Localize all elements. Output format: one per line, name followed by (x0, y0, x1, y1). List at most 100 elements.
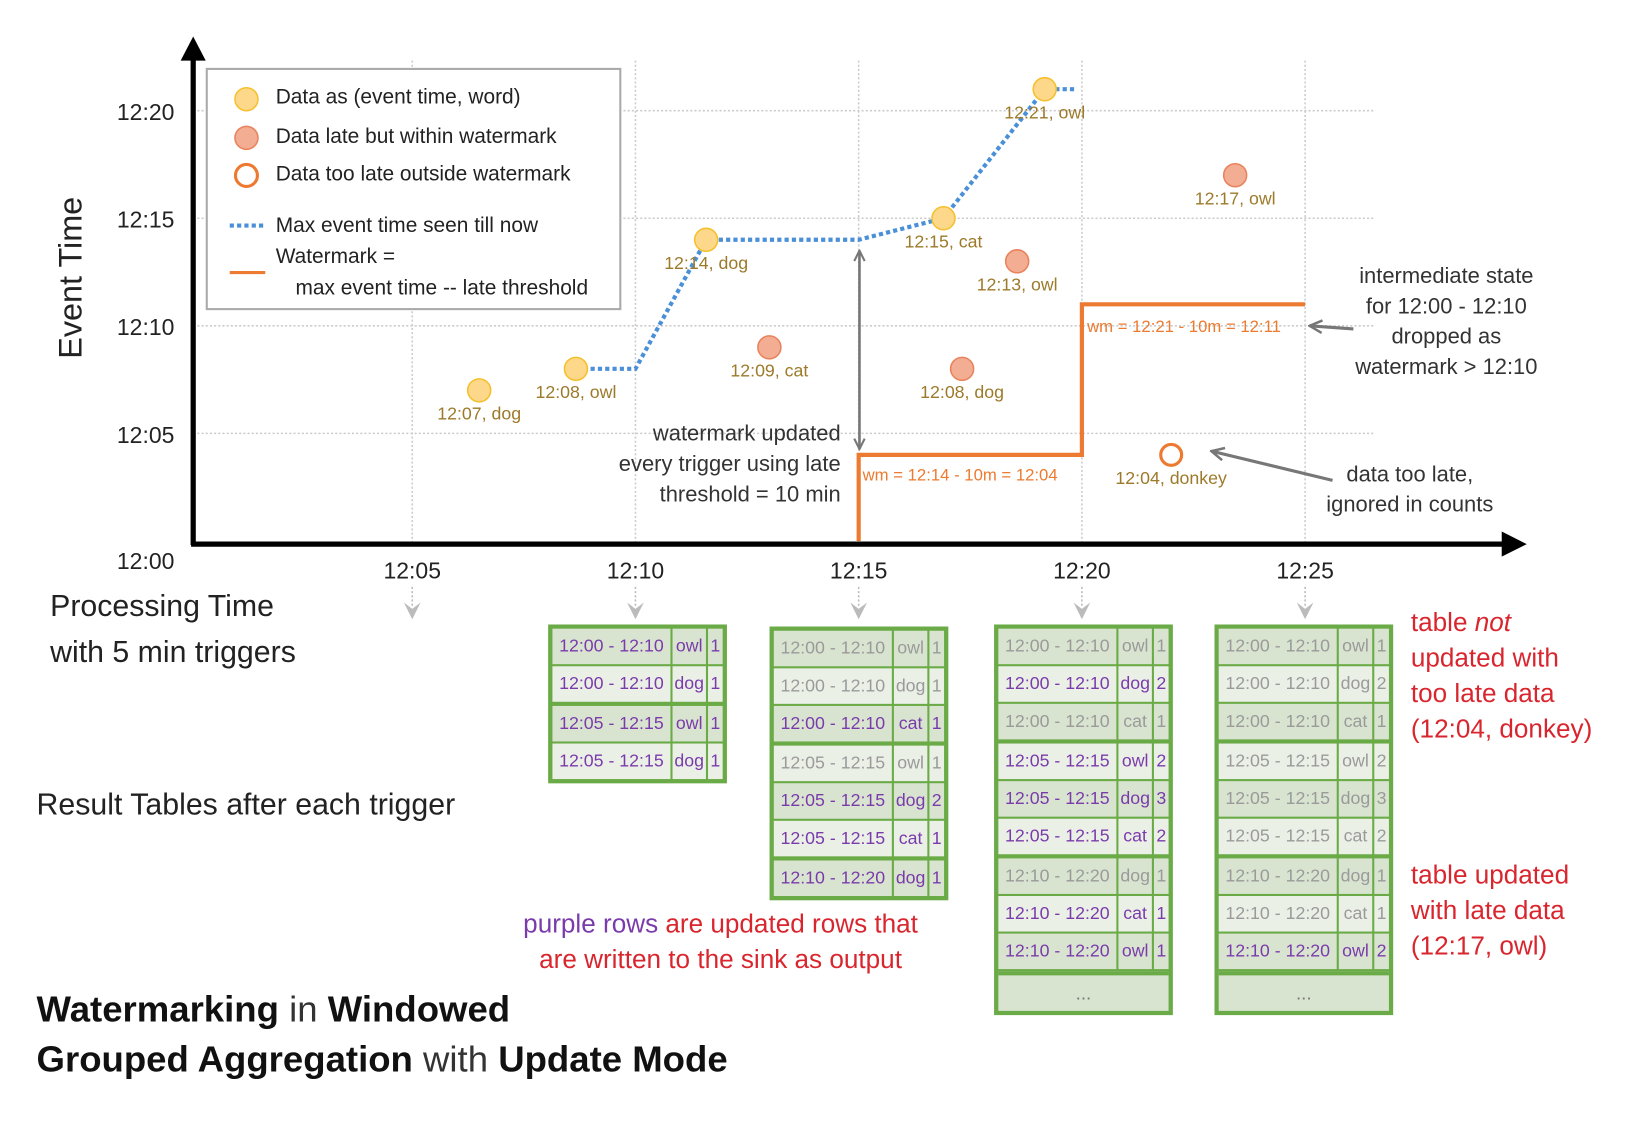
cell-count: 1 (708, 628, 723, 665)
cell-count: 1 (1374, 703, 1389, 740)
legend-too-late: Data too late outside watermark (275, 162, 571, 186)
table-row: 12:00 - 12:10 owl 1 (1218, 628, 1389, 665)
table-row-updated: 12:10 - 12:20 cat 1 (998, 896, 1169, 932)
cell-word: owl (1338, 933, 1373, 970)
note-text: are written to the sink as output (539, 945, 902, 975)
cell-window: 12:00 - 12:10 (773, 630, 892, 667)
cell-window: 12:05 - 12:15 (773, 783, 892, 819)
legend-late-within-icon (234, 125, 259, 151)
cell-window: 12:05 - 12:15 (552, 705, 671, 742)
cell-count: 1 (1153, 896, 1169, 932)
table-row: 12:05 - 12:15 cat 2 (1218, 818, 1389, 855)
title-segment: with (412, 1039, 499, 1080)
cell-word: cat (1338, 703, 1373, 740)
note-text: updated with (1410, 643, 1559, 673)
cell-count: 1 (1153, 703, 1169, 740)
table-row-updated: 12:10 - 12:20 dog 1 (773, 858, 945, 897)
cell-word: cat (893, 820, 928, 857)
title-segment: Windowed (327, 988, 511, 1030)
data-point-on-time (693, 227, 719, 253)
cell-word: owl (1118, 628, 1152, 665)
table-row-updated: 12:10 - 12:20 owl 2 (1218, 933, 1389, 970)
y-axis-label: Event Time (52, 196, 89, 359)
cell-window: 12:05 - 12:15 (998, 818, 1117, 855)
data-point-label: 12:17, owl (1195, 188, 1276, 208)
result-table-1210: 12:00 - 12:10 owl 1 12:00 - 12:10 dog 1 12:05 … (548, 624, 727, 784)
cell-window: 12:10 - 12:20 (998, 933, 1117, 970)
table-row: 12:10 - 12:20 cat 1 (1218, 896, 1389, 932)
cell-count: 2 (1153, 743, 1169, 780)
cell-count: 3 (1374, 781, 1389, 817)
cell-word: owl (1118, 743, 1152, 780)
data-point-label: 12:04, donkey (1115, 468, 1227, 488)
cell-word: dog (893, 783, 928, 819)
cell-window: 12:10 - 12:20 (1218, 896, 1337, 932)
cell-word: owl (672, 628, 706, 665)
annotation-line: intermediate state (1359, 264, 1534, 289)
legend-watermark-line: Watermark = (275, 245, 396, 269)
cell-word: dog (893, 668, 928, 704)
cell-word: dog (1338, 781, 1373, 817)
cell-word: owl (1338, 628, 1373, 665)
cell-window: 12:00 - 12:10 (773, 668, 892, 704)
cell-window: 12:00 - 12:10 (998, 666, 1117, 702)
table-row-updated: 12:10 - 12:20 owl 1 (998, 933, 1169, 970)
cell-word: cat (1338, 896, 1373, 932)
table-row-updated: 12:00 - 12:10 cat 1 (773, 705, 945, 742)
cell-window: 12:00 - 12:10 (552, 628, 671, 665)
result-table-1225: 12:00 - 12:10 owl 1 12:00 - 12:10 dog 2 12:00 … (1214, 624, 1394, 1016)
diagram-title: Watermarking in Windowed Grouped Aggrega… (37, 985, 728, 1085)
cell-word: owl (1338, 743, 1373, 780)
cell-count: 3 (1153, 781, 1169, 817)
x-tick-label: 12:10 (607, 558, 664, 584)
cell-count: 1 (929, 668, 945, 704)
cell-window: 12:00 - 12:10 (552, 666, 671, 702)
title-line-2: Grouped Aggregation with Update Mode (37, 1035, 728, 1085)
note-text: table (1410, 607, 1475, 638)
cell-word: owl (672, 705, 706, 742)
cell-word: dog (1118, 781, 1152, 817)
cell-word: cat (1118, 818, 1152, 855)
cell-count: 2 (1374, 743, 1389, 780)
note-text: too late data (1410, 678, 1555, 709)
table-row: 12:00 - 12:10 cat 1 (998, 703, 1169, 740)
data-point-label: 12:08, owl (535, 382, 616, 402)
cell-word: owl (1118, 933, 1152, 970)
cell-window: 12:05 - 12:15 (773, 745, 892, 782)
cell-word: dog (672, 666, 706, 702)
table-row-updated: 12:05 - 12:15 cat 1 (773, 820, 945, 857)
annotation-watermark-updated: watermark updated every trigger using la… (600, 419, 841, 510)
title-segment: Update Mode (498, 1039, 728, 1080)
cell-count: 1 (929, 820, 945, 857)
cell-count: 2 (929, 783, 945, 819)
legend-too-late-icon (233, 162, 259, 188)
data-point-late-within (757, 335, 782, 360)
cell-count: 2 (1153, 666, 1169, 702)
table-row: 12:05 - 12:15 dog 3 (1218, 781, 1389, 817)
x-tick-label: 12:20 (1053, 558, 1110, 584)
data-point-late-within (949, 356, 975, 382)
data-point-too-late (1159, 442, 1184, 467)
cell-count: 2 (1374, 818, 1389, 855)
cell-window: 12:00 - 12:10 (998, 628, 1117, 665)
annotation-line: every trigger using late (618, 452, 841, 477)
data-point-late-within (1222, 162, 1248, 188)
annotation-line: threshold = 10 min (659, 482, 841, 507)
max-event-time-line (575, 87, 1075, 371)
table-row-updated: 12:05 - 12:15 dog 3 (998, 781, 1169, 817)
cell-word: cat (1338, 818, 1373, 855)
result-table-1220: 12:00 - 12:10 owl 1 12:00 - 12:10 dog 2 12:00 … (994, 624, 1173, 1016)
watermark-label-2: wm = 12:21 - 10m = 12:11 (1087, 318, 1281, 337)
cell-window: 12:00 - 12:10 (1218, 666, 1337, 702)
cell-count: 1 (1374, 628, 1389, 665)
table-row: 12:00 - 12:10 cat 1 (1218, 703, 1389, 740)
table-row-updated: 12:05 - 12:15 dog 2 (773, 783, 945, 819)
annotation-line: watermark > 12:10 (1355, 355, 1538, 380)
watermark-line (856, 302, 1306, 541)
legend-on-time: Data as (event time, word) (275, 85, 521, 109)
x-axis-label-line1: Processing Time (50, 590, 274, 624)
annotation-too-late: data too late, ignored in counts (1305, 459, 1514, 520)
data-point-late-within (1004, 249, 1030, 274)
cell-window: 12:05 - 12:15 (1218, 743, 1337, 780)
annotation-state-dropped: intermediate state for 12:00 - 12:10 dro… (1337, 261, 1556, 382)
